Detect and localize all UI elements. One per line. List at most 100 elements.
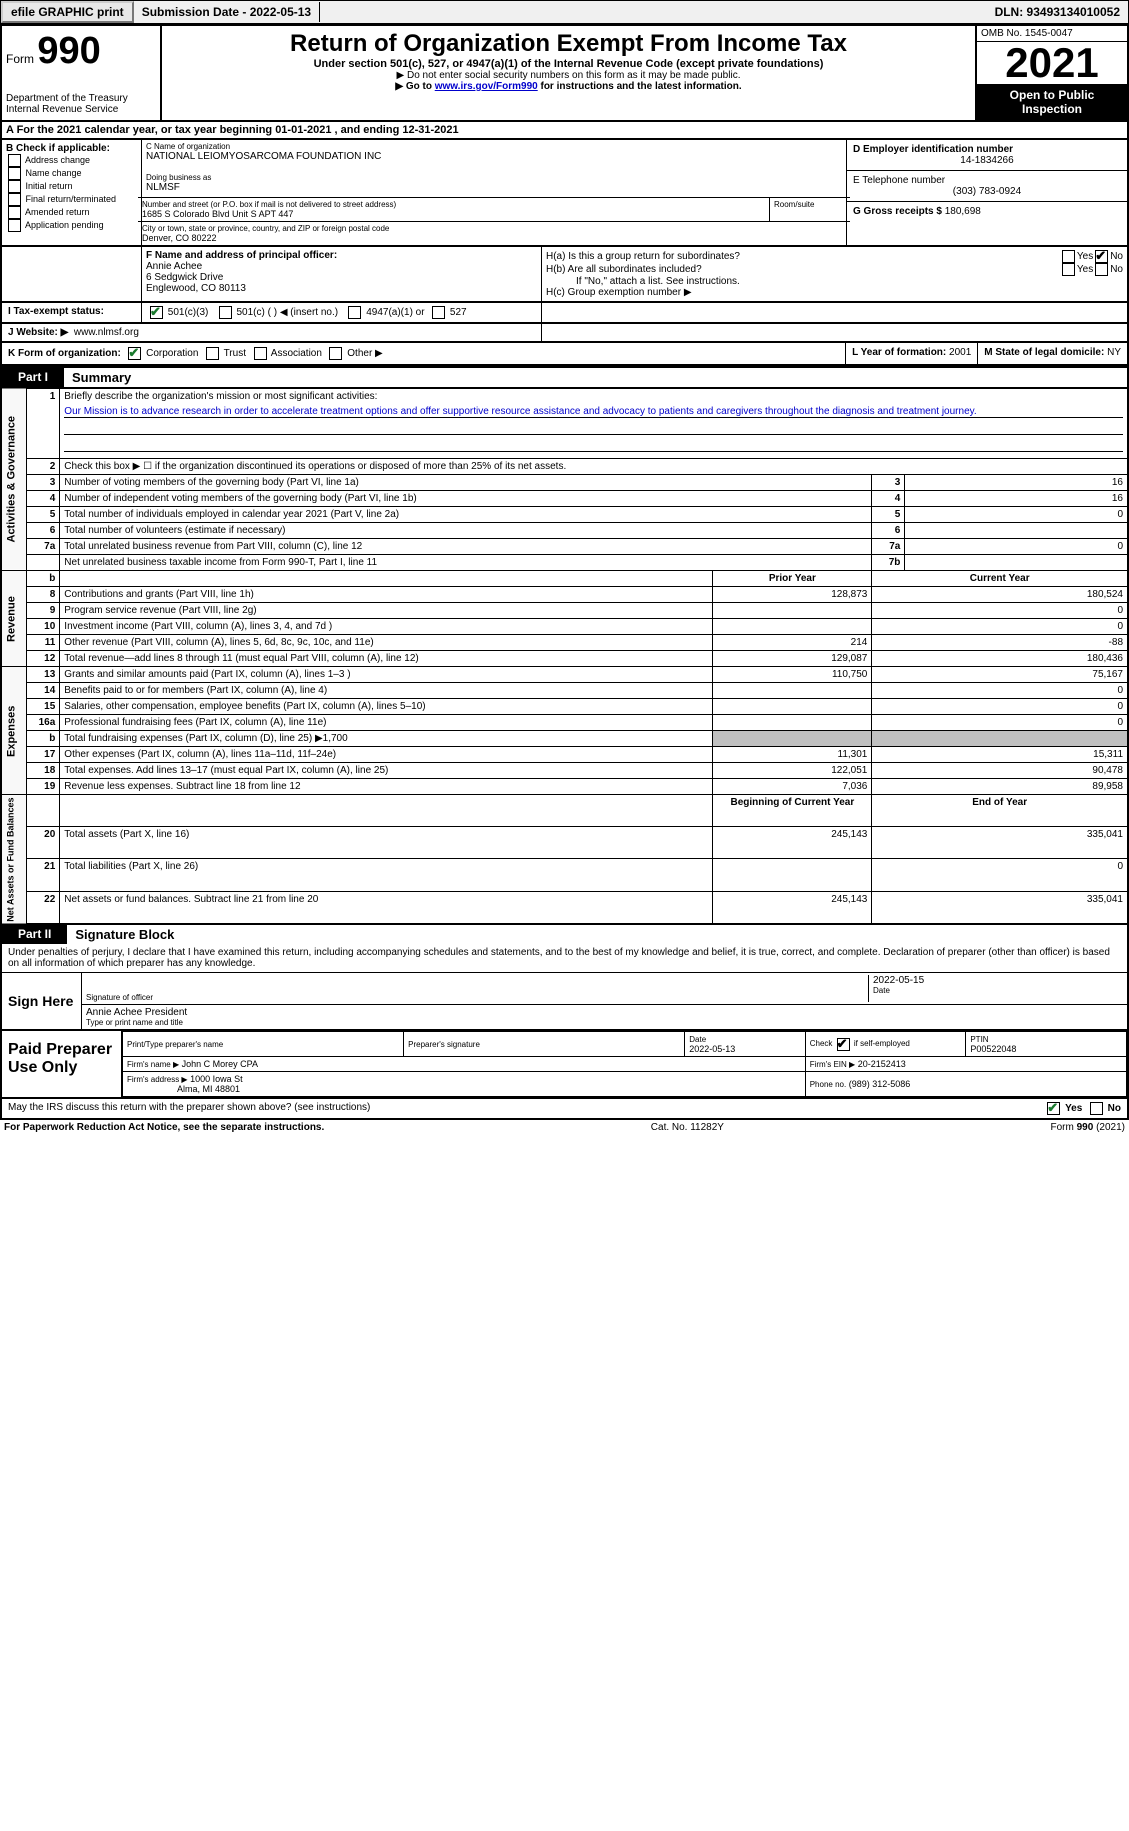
city-row: City or town, state or province, country… [138,221,850,245]
hb-note: If "No," attach a list. See instructions… [546,276,1123,287]
website-value: www.nlmsf.org [74,327,139,338]
cb-amended-return[interactable]: Amended return [6,206,137,219]
part1-table: Activities & Governance 1 Briefly descri… [0,387,1129,925]
line-j-label: J Website: ▶ [8,327,68,338]
officer-name: Annie Achee [146,261,202,272]
cb-association[interactable] [254,347,267,360]
line2-text: Check this box ▶ ☐ if the organization d… [60,459,1128,475]
cb-application-pending[interactable]: Application pending [6,219,137,232]
section-h: H(a) Is this a group return for subordin… [542,247,1127,301]
hb-label: H(b) Are all subordinates included? [546,264,1060,275]
top-bar: efile GRAPHIC print Submission Date - 20… [0,0,1129,24]
dba-label: Doing business as [146,173,842,182]
section-b-checkboxes: B Check if applicable: Address change Na… [2,140,142,245]
open-public-badge: Open to Public Inspection [977,84,1127,120]
officer-signature-line[interactable]: Signature of officer 2022-05-15 Date [82,973,1127,1005]
cb-address-change[interactable]: Address change [6,154,137,167]
line-num: 1 [27,388,60,459]
section-bcde: B Check if applicable: Address change Na… [0,138,1129,245]
cb-527[interactable] [432,306,445,319]
discuss-row: May the IRS discuss this return with the… [0,1099,1129,1120]
discuss-no-checkbox[interactable] [1090,1102,1103,1115]
table-row: 20Total assets (Part X, line 16)245,1433… [1,827,1128,859]
self-employed-check[interactable]: Check if self-employed [810,1039,910,1048]
discuss-yes-checkbox[interactable] [1047,1102,1060,1115]
paid-preparer-label: Paid Preparer Use Only [2,1031,122,1097]
table-row: 16aProfessional fundraising fees (Part I… [1,715,1128,731]
cb-4947[interactable] [348,306,361,319]
table-row: 8Contributions and grants (Part VIII, li… [1,587,1128,603]
irs-link[interactable]: www.irs.gov/Form990 [435,81,538,92]
part2-title: Signature Block [67,925,1127,944]
line-i-options: 501(c)(3) 501(c) ( ) ◀ (insert no.) 4947… [142,303,542,322]
mission-label: Briefly describe the organization's miss… [64,391,377,402]
vert-label-net-assets: Net Assets or Fund Balances [1,795,27,925]
part1-header: Part I Summary [0,366,1129,387]
mission-text: Our Mission is to advance research in or… [64,406,1123,452]
ein-label: D Employer identification number [853,144,1121,155]
form-header: Form 990 Department of the Treasury Inte… [0,24,1129,120]
table-row: 17Other expenses (Part IX, column (A), l… [1,747,1128,763]
officer-addr1: 6 Sedgwick Drive [146,272,223,283]
hb-yes-checkbox[interactable] [1062,263,1075,276]
line-i-label: I Tax-exempt status: [8,306,104,317]
street-label: Number and street (or P.O. box if mail i… [142,200,765,209]
cb-trust[interactable] [206,347,219,360]
org-name-label: C Name of organization [146,142,842,151]
line-l: L Year of formation: 2001 [846,343,978,364]
section-b-label: B Check if applicable: [6,143,137,154]
paid-preparer-block: Paid Preparer Use Only Print/Type prepar… [0,1031,1129,1099]
part1-title: Summary [64,368,1127,387]
table-row: 14Benefits paid to or for members (Part … [1,683,1128,699]
table-row: 21Total liabilities (Part X, line 26)0 [1,859,1128,891]
hb-no-checkbox[interactable] [1095,263,1108,276]
room-label: Room/suite [774,200,846,209]
table-row: bTotal fundraising expenses (Part IX, co… [1,731,1128,747]
dba-value: NLMSF [146,182,842,193]
table-row: Net unrelated business taxable income fr… [1,555,1128,571]
line-j-row: J Website: ▶ www.nlmsf.org [0,322,1129,341]
phone-label: E Telephone number [853,175,1121,186]
street-value: 1685 S Colorado Blvd Unit S APT 447 [142,209,765,219]
officer-name-line: Annie Achee President Type or print name… [82,1005,1127,1029]
cb-initial-return[interactable]: Initial return [6,180,137,193]
page-footer: For Paperwork Reduction Act Notice, see … [0,1120,1129,1135]
line-k: K Form of organization: Corporation Trus… [2,343,846,364]
cb-name-change[interactable]: Name change [6,167,137,180]
preparer-table: Print/Type preparer's name Preparer's si… [122,1031,1127,1097]
line-i-row: I Tax-exempt status: 501(c)(3) 501(c) ( … [0,301,1129,322]
table-row: 22Net assets or fund balances. Subtract … [1,891,1128,924]
cb-501c3[interactable] [150,306,163,319]
ha-yes-checkbox[interactable] [1062,250,1075,263]
table-row: 6Total number of volunteers (estimate if… [1,523,1128,539]
efile-print-button[interactable]: efile GRAPHIC print [1,1,134,23]
form-prefix: Form [6,52,34,66]
gross-receipts-value: 180,698 [945,206,981,217]
year-cell: OMB No. 1545-0047 2021 Open to Public In… [977,26,1127,120]
section-f: F Name and address of principal officer:… [142,247,542,301]
perjury-declaration: Under penalties of perjury, I declare th… [2,944,1127,973]
org-name: NATIONAL LEIOMYOSARCOMA FOUNDATION INC [146,151,842,162]
cb-corporation[interactable] [128,347,141,360]
ha-no-checkbox[interactable] [1095,250,1108,263]
section-c-block: C Name of organization NATIONAL LEIOMYOS… [142,140,847,245]
street-row: Number and street (or P.O. box if mail i… [138,197,850,221]
form-id-cell: Form 990 Department of the Treasury Inte… [2,26,162,120]
table-row: 15Salaries, other compensation, employee… [1,699,1128,715]
paperwork-notice: For Paperwork Reduction Act Notice, see … [4,1122,324,1133]
officer-label: F Name and address of principal officer: [146,250,337,261]
city-value: Denver, CO 80222 [142,233,846,243]
line-a-tax-year: A For the 2021 calendar year, or tax yea… [0,120,1129,138]
form-id-footer: Form 990 (2021) [1051,1122,1125,1133]
dept-treasury: Department of the Treasury Internal Reve… [6,93,156,115]
cb-501c[interactable] [219,306,232,319]
cb-other[interactable] [329,347,342,360]
page-container: efile GRAPHIC print Submission Date - 20… [0,0,1129,1135]
title-cell: Return of Organization Exempt From Incom… [162,26,977,120]
officer-addr2: Englewood, CO 80113 [146,283,246,294]
signature-block: Under penalties of perjury, I declare th… [0,944,1129,1031]
table-row: 5Total number of individuals employed in… [1,507,1128,523]
cb-final-return[interactable]: Final return/terminated [6,193,137,206]
dln-number: DLN: 93493134010052 [987,2,1128,22]
submission-date: Submission Date - 2022-05-13 [134,2,320,22]
